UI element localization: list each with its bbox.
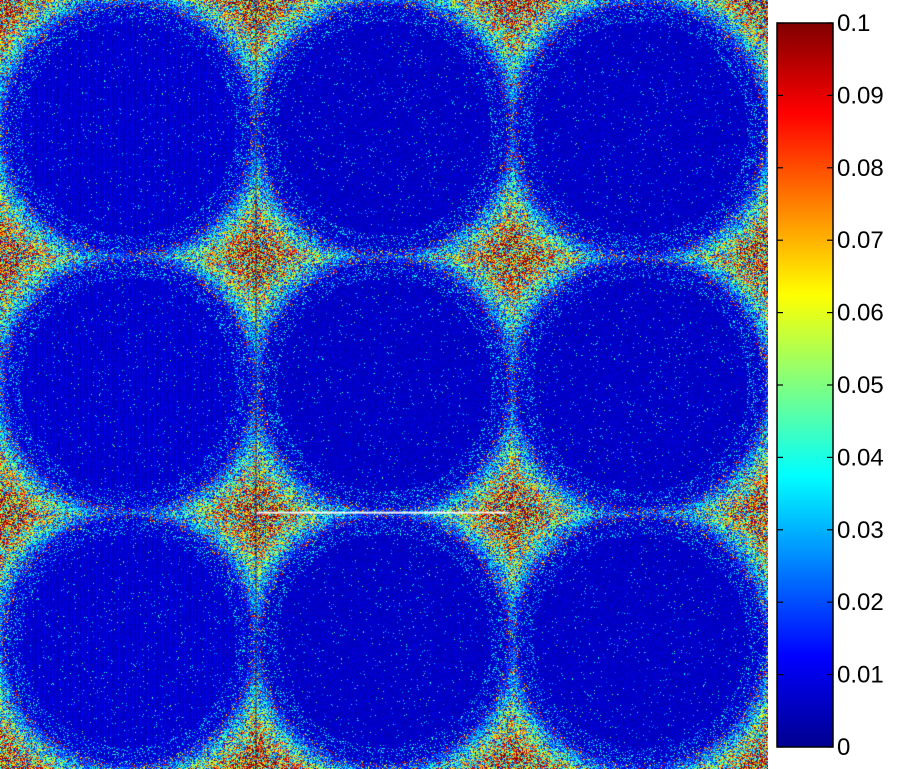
colorbar-tick-label: 0.03 [837, 517, 884, 544]
colorbar-tick-label: 0.02 [837, 589, 884, 616]
colorbar-tick-label: 0 [837, 734, 850, 761]
colorbar-tick-label: 0.07 [837, 227, 884, 254]
colorbar-tick-label: 0.1 [837, 10, 870, 37]
colorbar-tick-label: 0.01 [837, 662, 884, 689]
colorbar-tick-label: 0.08 [837, 155, 884, 182]
heatmap-image [0, 0, 768, 769]
colorbar-tick-label: 0.05 [837, 372, 884, 399]
colorbar-ticks: 0 0.01 0.02 0.03 0.04 0.05 0.06 0.07 0.08 0.09 0.1 [777, 10, 884, 761]
colorbar-tick-label: 0.06 [837, 300, 884, 327]
colorbar-tick-label: 0.09 [837, 82, 884, 109]
colorbar-tick-label: 0.04 [837, 444, 884, 471]
colorbar-gradient [776, 22, 834, 748]
